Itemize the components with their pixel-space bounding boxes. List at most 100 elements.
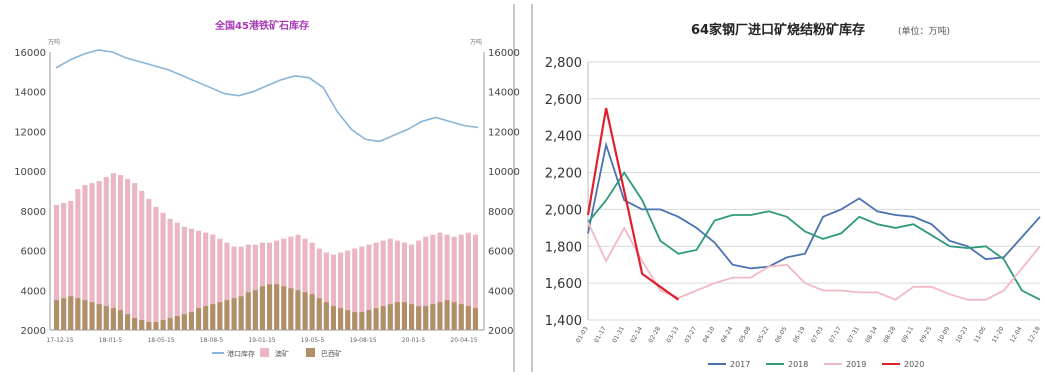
brazil-bar bbox=[146, 322, 152, 330]
australia-bar bbox=[89, 183, 95, 330]
y-left-tick-label: 8000 bbox=[21, 207, 46, 218]
australia-bar bbox=[338, 252, 344, 330]
brazil-bar bbox=[345, 310, 351, 330]
steel-mill-inventory-chart-svg: 64家钢厂进口矿烧结粉矿库存 (单位：万吨) 1,400 1,600 1,800 2,… bbox=[528, 0, 1045, 376]
x-tick-label: 20-04-15 bbox=[450, 337, 477, 344]
australia-bar bbox=[117, 175, 124, 330]
brazil-bar bbox=[125, 314, 131, 330]
brazil-bar bbox=[373, 308, 379, 330]
brazil-bar bbox=[224, 300, 230, 330]
brazil-bar bbox=[160, 320, 166, 330]
x-tick-label: 19-05-5 bbox=[301, 337, 325, 344]
steel-mill-inventory-chart: 64家钢厂进口矿烧结粉矿库存 (单位：万吨) 1,400 1,600 1,800 2,… bbox=[528, 0, 1045, 376]
brazil-bar bbox=[203, 306, 209, 330]
australia-bar bbox=[330, 254, 337, 330]
australia-bar bbox=[110, 173, 116, 330]
australia-bar bbox=[394, 240, 400, 330]
australia-bar bbox=[61, 202, 67, 330]
australia-bar bbox=[75, 189, 81, 330]
brazil-bar bbox=[338, 308, 344, 330]
y-right-tick-label: 16000 bbox=[488, 48, 520, 59]
legend-label: 澳矿 bbox=[275, 349, 289, 358]
brazil-bar bbox=[89, 302, 95, 330]
brazil-bar bbox=[359, 312, 365, 330]
y-right-tick-label: 10000 bbox=[488, 167, 520, 178]
x-tick-label: 20-01-5 bbox=[402, 337, 426, 344]
brazil-bar bbox=[259, 286, 266, 330]
brazil-bar bbox=[174, 316, 180, 330]
australia-bar bbox=[245, 244, 251, 330]
x-tick-label: 19-01-15 bbox=[248, 337, 275, 344]
australia-bar bbox=[458, 234, 464, 330]
brazil-bar bbox=[281, 286, 287, 330]
x-tick-label: 18-05-15 bbox=[147, 337, 174, 344]
legend-label: 港口库存 bbox=[227, 349, 255, 358]
brazil-bar bbox=[117, 310, 124, 330]
y-tick-label: 1,600 bbox=[545, 277, 582, 292]
australia-bar bbox=[146, 198, 152, 330]
brazil-bar bbox=[458, 304, 464, 330]
brazil-bar bbox=[96, 304, 102, 330]
australia-bar bbox=[125, 179, 131, 330]
brazil-bar bbox=[274, 284, 280, 330]
brazil-bar bbox=[472, 308, 479, 330]
series-line-2020 bbox=[586, 107, 680, 301]
brazil-bar bbox=[316, 298, 322, 330]
australia-bar bbox=[210, 234, 216, 330]
port-inventory-chart-svg: 全国45港铁矿石库存 万吨 万吨 2000 4000 6000 8000 10000 12… bbox=[0, 0, 520, 376]
brazil-bar bbox=[238, 296, 244, 330]
australia-bar bbox=[132, 183, 138, 330]
australia-bar bbox=[345, 250, 351, 330]
brazil-bar bbox=[330, 306, 337, 330]
australia-bar bbox=[416, 240, 422, 330]
y-left-tick-label: 2000 bbox=[21, 326, 46, 337]
brazil-bar bbox=[267, 284, 273, 330]
australia-bar bbox=[323, 252, 329, 330]
x-tick-label: 17-12-15 bbox=[46, 337, 73, 344]
chart-title: 64家钢厂进口矿烧结粉矿库存 bbox=[691, 22, 865, 38]
australia-bar bbox=[451, 236, 457, 330]
brazil-bar bbox=[288, 288, 294, 330]
australia-bar bbox=[160, 212, 166, 330]
brazil-bar bbox=[68, 296, 74, 330]
brazil-bar bbox=[217, 302, 223, 330]
australia-bar bbox=[281, 238, 287, 330]
australia-bar bbox=[380, 240, 386, 330]
brazil-bar bbox=[465, 306, 471, 330]
brazil-bar bbox=[444, 300, 450, 330]
y-tick-label: 1,800 bbox=[545, 240, 582, 255]
y-right-tick-label: 12000 bbox=[488, 127, 520, 138]
brazil-bar bbox=[302, 292, 308, 330]
brazil-bar bbox=[181, 314, 187, 330]
australia-bar bbox=[472, 234, 479, 330]
x-tick-label: 18-08-5 bbox=[200, 337, 224, 344]
series-line-2019 bbox=[587, 221, 1041, 301]
left-axis-unit: 万吨 bbox=[48, 38, 60, 46]
brazil-bar bbox=[210, 304, 216, 330]
australia-bar bbox=[373, 242, 379, 330]
y-right-tick-label: 2000 bbox=[488, 326, 513, 337]
australia-bar bbox=[316, 248, 322, 330]
brazil-bar bbox=[139, 320, 145, 330]
australia-bar bbox=[103, 177, 109, 330]
legend-label: 2017 bbox=[730, 360, 750, 369]
legend-label: 巴西矿 bbox=[321, 349, 342, 358]
brazil-bar bbox=[323, 302, 329, 330]
australia-bar bbox=[231, 246, 237, 330]
brazil-bar bbox=[196, 308, 202, 330]
brazil-bar bbox=[295, 290, 301, 330]
australia-bar bbox=[174, 222, 180, 330]
brazil-bar bbox=[132, 318, 138, 330]
brazil-bar bbox=[416, 306, 422, 330]
y-tick-label: 2,400 bbox=[545, 130, 582, 145]
brazil-bar bbox=[167, 318, 173, 330]
brazil-bar bbox=[75, 298, 81, 330]
y-tick-label: 2,800 bbox=[545, 56, 582, 71]
australia-bar bbox=[139, 191, 145, 330]
y-left-tick-label: 10000 bbox=[14, 167, 46, 178]
brazil-bar bbox=[245, 292, 251, 330]
y-right-tick-label: 6000 bbox=[488, 247, 513, 258]
brazil-bar bbox=[366, 310, 372, 330]
y-tick-label: 2,000 bbox=[545, 203, 582, 218]
australia-bar bbox=[68, 200, 74, 330]
